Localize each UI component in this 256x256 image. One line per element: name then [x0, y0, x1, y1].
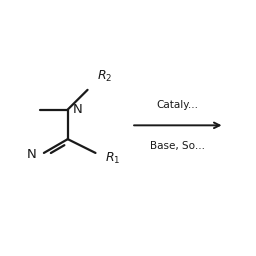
Text: N: N — [73, 103, 82, 116]
Text: $R_2$: $R_2$ — [98, 69, 113, 84]
Text: $R_1$: $R_1$ — [105, 151, 121, 166]
Text: Base, So...: Base, So... — [150, 141, 205, 151]
Text: N: N — [27, 148, 37, 161]
Text: Cataly...: Cataly... — [157, 100, 199, 110]
